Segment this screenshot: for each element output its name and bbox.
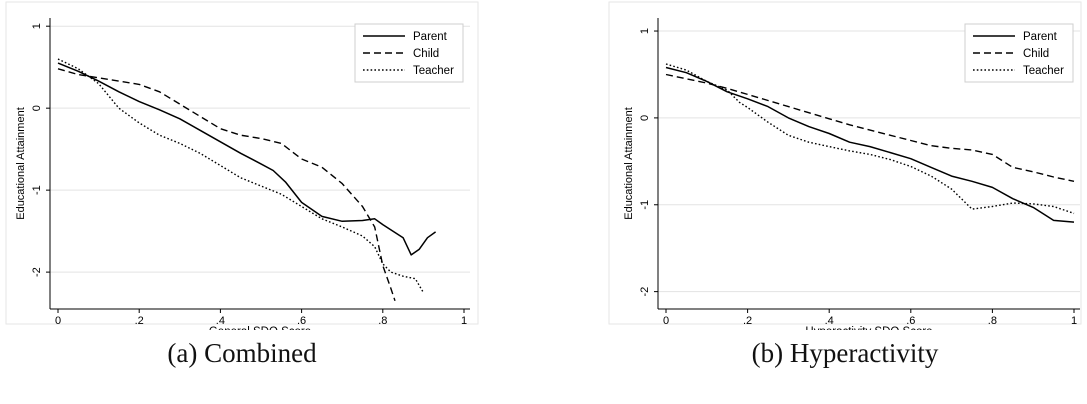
series-line-child — [665, 73, 1075, 182]
x-tick-label: .4 — [216, 315, 225, 327]
y-tick-label: -2 — [31, 267, 43, 277]
legend: Parent Child Teacher — [964, 23, 1074, 83]
x-axis-title: Hyperactivity SDQ Score — [805, 326, 932, 330]
y-tick-label: 1 — [31, 23, 43, 29]
x-tick-label: 1 — [461, 315, 467, 327]
caption-combined: (a) Combined — [167, 338, 317, 368]
y-tick-label: -1 — [31, 185, 43, 195]
series-line-teacher — [57, 58, 425, 293]
y-tick-label: 0 — [639, 115, 651, 121]
legend-label-teacher: Teacher — [1023, 65, 1064, 77]
x-tick-label: 0 — [663, 315, 669, 327]
x-tick-label: 0 — [55, 315, 61, 327]
x-tick-label: .6 — [297, 315, 306, 327]
x-tick-label: .2 — [743, 315, 752, 327]
x-tick-label: .8 — [988, 315, 997, 327]
y-tick-label: -2 — [639, 287, 651, 297]
legend-box — [964, 23, 1074, 83]
chart-hyperactivity: 1 0 -1 -2 0 .2 .4 .6 .8 1 Hyperactivity SDQ Score E… — [608, 1, 1082, 330]
caption-hyperactivity: (b) Hyperactivity — [751, 338, 939, 368]
legend-label-child: Child — [413, 48, 439, 60]
legend-label-parent: Parent — [413, 31, 448, 43]
y-tick-label: 0 — [31, 105, 43, 111]
series-line-teacher — [665, 63, 1075, 215]
x-tick-label: .8 — [378, 315, 387, 327]
y-axis-title: Educational Attainment — [623, 107, 635, 220]
y-tick-label: -1 — [639, 200, 651, 210]
figure-panel-b: 1 0 -1 -2 0 .2 .4 .6 .8 1 Hyperactivity SDQ Score E… — [603, 0, 1087, 404]
y-axis-title: Educational Attainment — [15, 107, 27, 220]
series-line-parent — [665, 66, 1075, 223]
x-tick-label: .6 — [906, 315, 915, 327]
legend-label-teacher: Teacher — [413, 65, 454, 77]
legend-label-child: Child — [1023, 48, 1049, 60]
chart-combined: 1 0 -1 -2 0 .2 .4 .6 .8 1 General SDQ Score Educati… — [5, 1, 479, 330]
x-axis-title: General SDQ Score — [209, 326, 311, 330]
series-line-parent — [57, 62, 437, 256]
x-tick-label: 1 — [1071, 315, 1077, 327]
x-tick-label: .2 — [135, 315, 144, 327]
y-tick-label: 1 — [639, 28, 651, 34]
legend: Parent Child Teacher — [354, 23, 464, 83]
figure-panel-a: 1 0 -1 -2 0 .2 .4 .6 .8 1 General SDQ Score Educati… — [0, 0, 484, 404]
x-tick-label: .4 — [825, 315, 834, 327]
legend-box — [354, 23, 464, 83]
legend-label-parent: Parent — [1023, 31, 1058, 43]
